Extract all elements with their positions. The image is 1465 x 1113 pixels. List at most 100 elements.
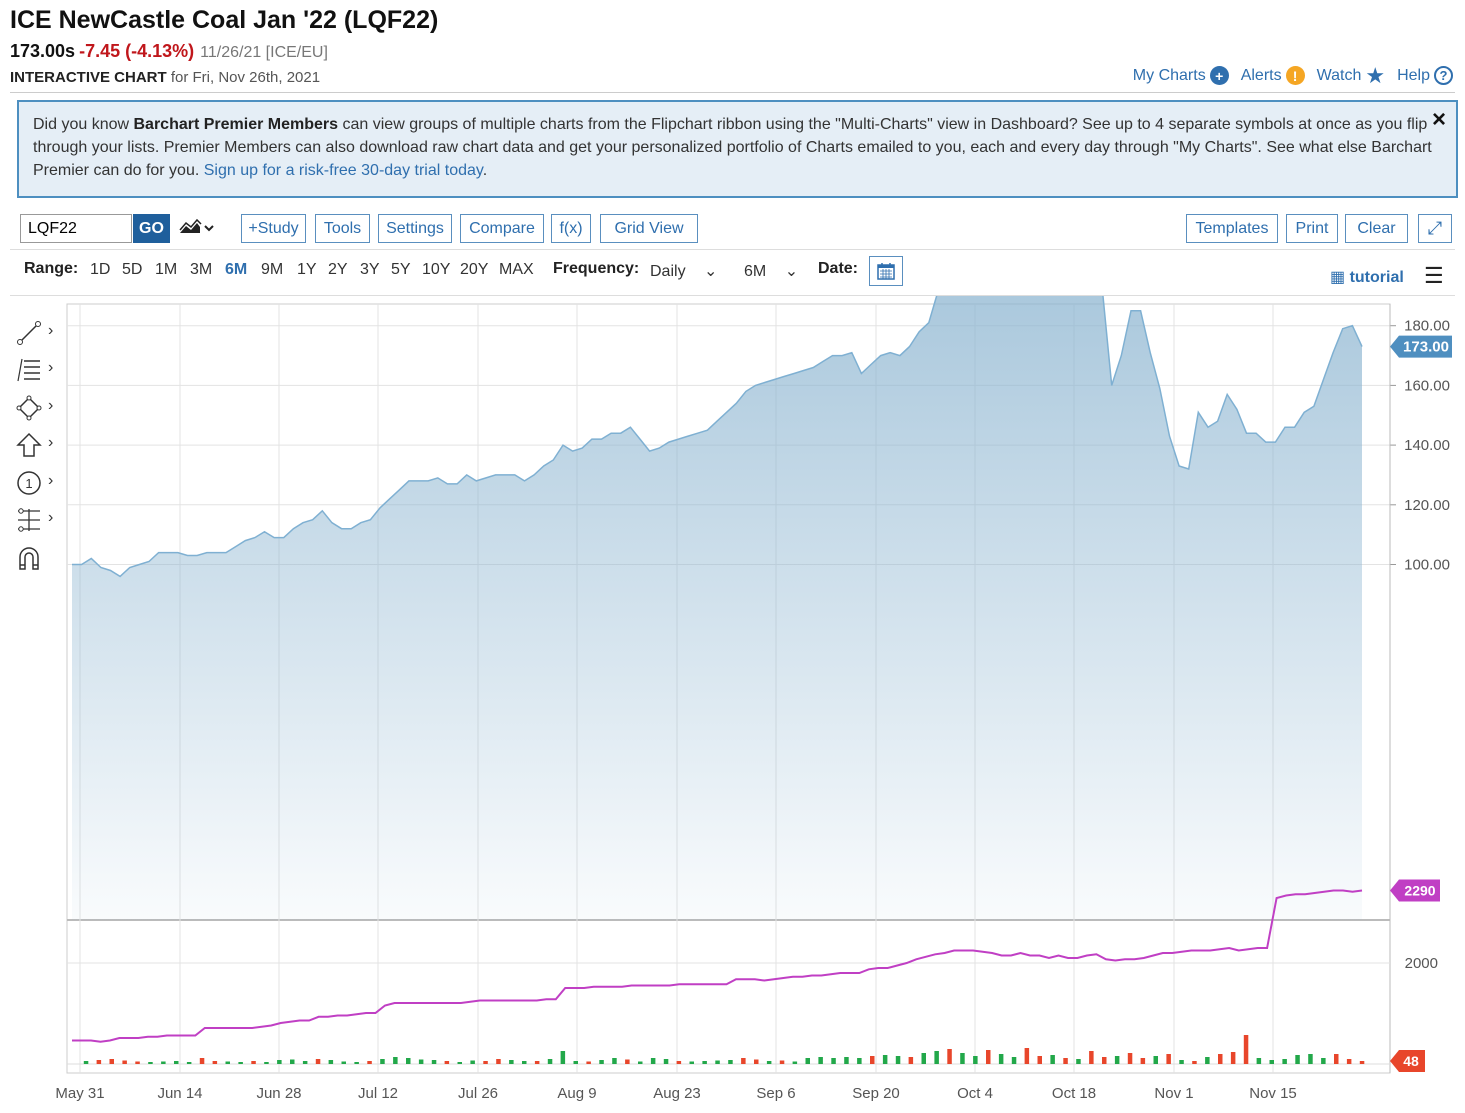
period-value: 6M xyxy=(744,263,767,280)
magnet-tool[interactable] xyxy=(14,543,62,573)
my-charts-link[interactable]: My Charts + xyxy=(1133,66,1229,85)
numbered-circle-icon: 1 xyxy=(17,471,41,495)
y-tick-label: 120.00 xyxy=(1404,497,1450,514)
calendar-button[interactable] xyxy=(869,256,903,286)
volume-bar xyxy=(251,1061,256,1064)
study-button[interactable]: +Study xyxy=(241,214,306,243)
range-1m[interactable]: 1M xyxy=(155,261,178,278)
top-links: My Charts + Alerts! Watch ★ Help? xyxy=(1133,64,1453,86)
volume-bar xyxy=(1114,1056,1120,1064)
menu-icon[interactable]: ☰ xyxy=(1424,263,1444,288)
volume-bar xyxy=(882,1055,888,1064)
annotation-tool[interactable]: 1 › xyxy=(14,468,62,498)
fibonacci-tool[interactable]: › xyxy=(14,355,62,385)
range-3m[interactable]: 3M xyxy=(190,261,213,278)
templates-button[interactable]: Templates xyxy=(1186,214,1278,243)
measure-tool[interactable]: › xyxy=(14,505,62,535)
volume-bar xyxy=(83,1061,89,1064)
volume-bar xyxy=(483,1061,488,1064)
volume-bar xyxy=(560,1051,566,1064)
range-10y[interactable]: 10Y xyxy=(422,261,451,278)
date-label: Date: xyxy=(818,260,859,277)
shapes-tool[interactable]: › xyxy=(14,393,62,423)
volume-bar xyxy=(792,1061,798,1064)
range-5d[interactable]: 5D xyxy=(122,261,143,278)
volume-bar xyxy=(973,1056,978,1064)
go-button[interactable]: GO xyxy=(133,214,170,243)
settings-button[interactable]: Settings xyxy=(378,214,452,243)
chevron-right-icon: › xyxy=(48,472,54,489)
help-link[interactable]: Help? xyxy=(1397,66,1453,85)
volume-bar xyxy=(315,1059,321,1064)
volume-bar xyxy=(1166,1054,1171,1064)
range-1y[interactable]: 1Y xyxy=(297,261,317,278)
lower-pane-frame xyxy=(66,919,1391,1074)
range-5y[interactable]: 5Y xyxy=(391,261,411,278)
chart-type-dropdown[interactable] xyxy=(178,218,218,243)
film-icon: ▦ xyxy=(1330,269,1346,286)
x-tick-label: Oct 4 xyxy=(957,1085,993,1102)
clear-button[interactable]: Clear xyxy=(1345,214,1408,243)
volume-bar xyxy=(328,1060,334,1064)
x-tick-label: Nov 1 xyxy=(1154,1085,1193,1102)
volume-bar xyxy=(431,1060,437,1064)
volume-bar xyxy=(754,1059,759,1064)
trendline-tool[interactable]: › xyxy=(14,318,62,348)
oi-badge xyxy=(1390,879,1440,902)
tutorial-link[interactable]: ▦ tutorial xyxy=(1330,267,1404,287)
help-question-icon: ? xyxy=(1434,66,1453,85)
volume-bar xyxy=(1153,1056,1158,1064)
alerts-link[interactable]: Alerts! xyxy=(1241,66,1305,85)
alerts-label: Alerts xyxy=(1240,66,1282,84)
function-button[interactable]: f(x) xyxy=(551,214,591,243)
volume-bar xyxy=(1050,1055,1055,1064)
range-3y[interactable]: 3Y xyxy=(360,261,380,278)
compare-button[interactable]: Compare xyxy=(460,214,544,243)
last-price-label: 173.00 xyxy=(1403,339,1449,356)
range-1d[interactable]: 1D xyxy=(90,261,111,278)
volume-bar xyxy=(522,1061,527,1064)
range-2y[interactable]: 2Y xyxy=(328,261,348,278)
range-9m[interactable]: 9M xyxy=(261,261,284,278)
volume-bar xyxy=(779,1060,785,1064)
volume-bar xyxy=(212,1061,218,1064)
tools-button[interactable]: Tools xyxy=(315,214,370,243)
volume-bar xyxy=(174,1061,179,1064)
price-chart[interactable]: May 31 Jun 14 Jun 28 Jul 12 Jul 26 Aug 9 Aug 2… xyxy=(0,296,1465,1113)
range-20y[interactable]: 20Y xyxy=(460,261,489,278)
volume-bar xyxy=(805,1058,810,1064)
expand-icon[interactable]: ⤢ xyxy=(1418,214,1452,243)
period-select[interactable]: 6M ⌄ xyxy=(744,261,798,281)
volume-bar xyxy=(1308,1054,1313,1064)
range-6m[interactable]: 6M xyxy=(225,261,248,278)
volume-bar xyxy=(870,1056,875,1064)
volume-bar xyxy=(728,1060,733,1064)
volume-bar xyxy=(238,1062,243,1064)
volume-bar xyxy=(148,1062,153,1064)
toolbar-divider xyxy=(10,249,1455,250)
volume-bar xyxy=(599,1060,604,1064)
volume-bar xyxy=(367,1061,372,1064)
grid-view-button[interactable]: Grid View xyxy=(600,214,698,243)
volume-bar xyxy=(122,1060,127,1064)
x-tick-label: Oct 18 xyxy=(1052,1085,1096,1102)
quote-line: 173.00s -7.45 (-4.13%) 11/26/21 [ICE/EU] xyxy=(10,41,328,62)
y-tick-label: 100.00 xyxy=(1404,557,1450,574)
volume-bar xyxy=(341,1061,346,1064)
close-icon[interactable]: × xyxy=(1431,106,1446,133)
notice-signup-link[interactable]: Sign up for a risk-free 30-day trial tod… xyxy=(203,162,483,179)
watch-link[interactable]: Watch ★ xyxy=(1317,64,1385,86)
y-tick-label: 180.00 xyxy=(1404,318,1450,335)
range-max[interactable]: MAX xyxy=(499,261,534,278)
volume-bar xyxy=(702,1061,707,1064)
symbol-input[interactable] xyxy=(20,214,132,243)
chart-subtitle: INTERACTIVE CHART for Fri, Nov 26th, 202… xyxy=(10,69,320,86)
volume-bar xyxy=(354,1062,359,1064)
notice-pre: Did you know xyxy=(33,116,134,133)
x-tick-label: Aug 9 xyxy=(557,1085,596,1102)
volume-bar xyxy=(96,1060,102,1064)
volume-bar xyxy=(1179,1060,1184,1064)
arrow-tool[interactable]: › xyxy=(14,430,62,460)
print-button[interactable]: Print xyxy=(1286,214,1338,243)
frequency-select[interactable]: Daily ⌄ xyxy=(650,261,717,281)
